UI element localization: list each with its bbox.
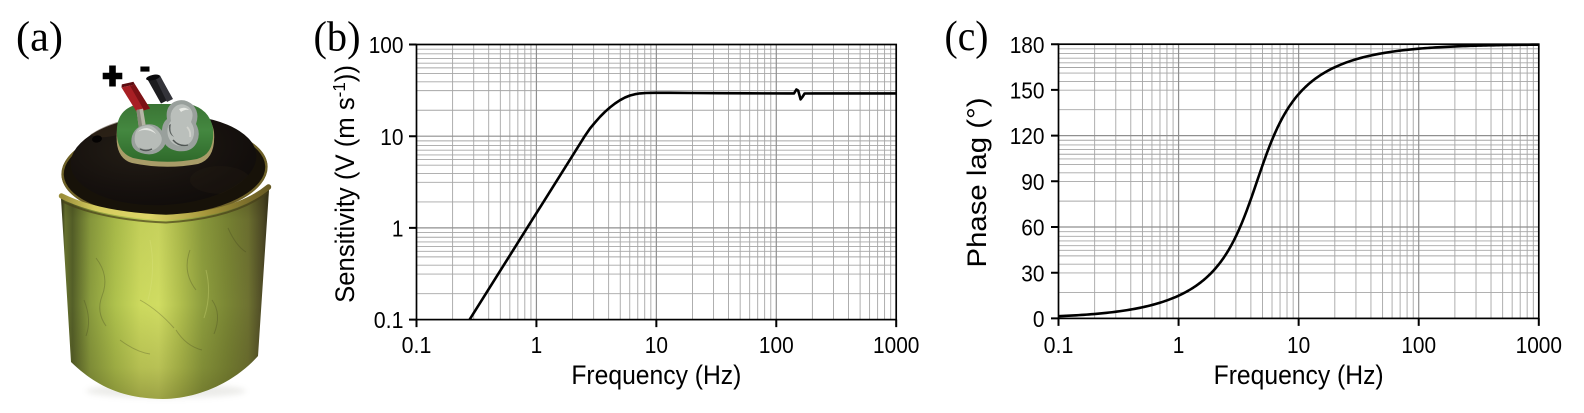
svg-text:1000: 1000 xyxy=(873,332,919,358)
svg-text:60: 60 xyxy=(1021,215,1044,241)
svg-text:10: 10 xyxy=(1287,332,1310,358)
svg-text:10: 10 xyxy=(380,124,403,150)
svg-text:100: 100 xyxy=(369,32,404,58)
svg-text:Frequency (Hz): Frequency (Hz) xyxy=(1214,360,1384,390)
svg-text:0.1: 0.1 xyxy=(374,307,404,333)
svg-text:90: 90 xyxy=(1021,169,1044,195)
svg-text:0.1: 0.1 xyxy=(1044,332,1074,358)
svg-text:10: 10 xyxy=(645,332,668,358)
svg-text:Frequency (Hz): Frequency (Hz) xyxy=(571,360,741,390)
svg-text:1000: 1000 xyxy=(1516,332,1562,358)
svg-text:100: 100 xyxy=(759,332,794,358)
svg-text:Phase lag (°): Phase lag (°) xyxy=(962,98,992,268)
svg-text:180: 180 xyxy=(1010,32,1045,58)
svg-text:30: 30 xyxy=(1021,260,1044,286)
svg-text:1: 1 xyxy=(531,332,543,358)
svg-text:0: 0 xyxy=(1033,306,1045,332)
svg-text:(b): (b) xyxy=(314,15,361,61)
svg-text:150: 150 xyxy=(1010,78,1045,104)
svg-text:1: 1 xyxy=(392,216,404,242)
svg-text:100: 100 xyxy=(1401,332,1436,358)
svg-text:0.1: 0.1 xyxy=(402,332,432,358)
svg-text:(a): (a) xyxy=(16,15,63,61)
svg-text:120: 120 xyxy=(1010,123,1045,149)
svg-text:(c): (c) xyxy=(945,14,989,60)
svg-text:Sensitivity (V (m s-1)): Sensitivity (V (m s-1)) xyxy=(329,65,360,303)
svg-text:1: 1 xyxy=(1173,332,1185,358)
